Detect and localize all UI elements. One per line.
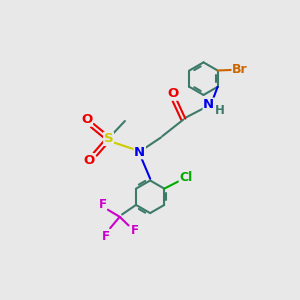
Text: Br: Br [232, 63, 248, 76]
Text: O: O [81, 113, 92, 126]
Text: S: S [104, 132, 113, 145]
Text: F: F [102, 230, 110, 243]
Text: F: F [98, 198, 106, 212]
Text: H: H [215, 103, 225, 116]
Text: N: N [134, 146, 145, 159]
Text: F: F [130, 224, 139, 237]
Text: Cl: Cl [179, 171, 193, 184]
Text: O: O [83, 154, 94, 167]
Text: O: O [167, 87, 179, 100]
Text: N: N [203, 98, 214, 111]
